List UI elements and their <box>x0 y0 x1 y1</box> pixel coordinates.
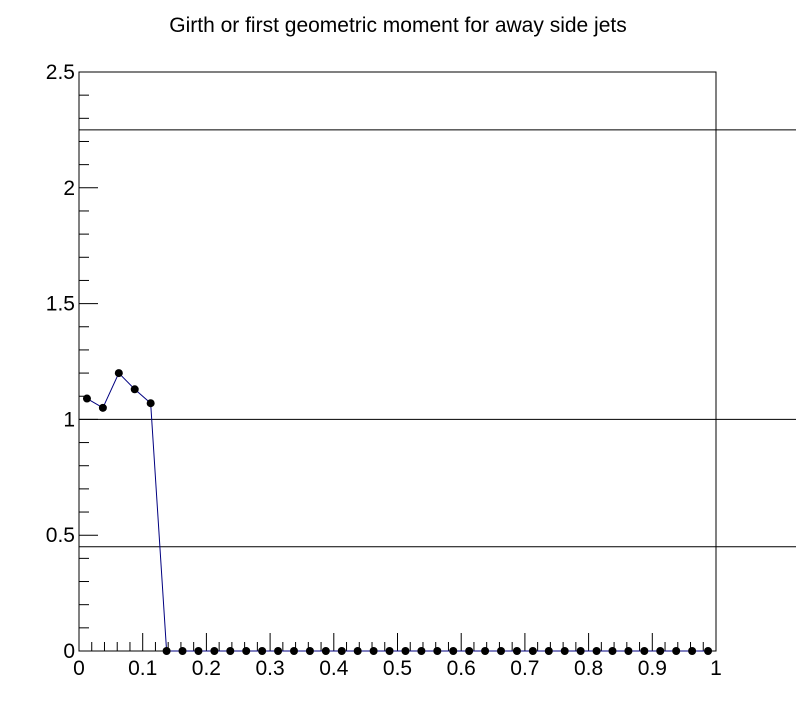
y-tick-label: 0.5 <box>46 524 75 547</box>
data-point <box>640 647 649 655</box>
y-tick-label: 0 <box>63 640 75 663</box>
data-point <box>544 647 553 655</box>
x-tick-label: 0.7 <box>510 657 539 680</box>
data-point <box>274 647 283 655</box>
series-line-0 <box>86 372 709 652</box>
x-tick-label: 0.3 <box>255 657 284 680</box>
data-point <box>162 647 171 655</box>
y-tick-label: 1.5 <box>46 293 75 316</box>
y-tick-label: 2.5 <box>46 61 75 84</box>
x-tick-label: 1 <box>710 657 722 680</box>
data-point <box>624 647 633 655</box>
x-tick-label: 0.2 <box>192 657 221 680</box>
reference-lines <box>79 129 796 548</box>
x-tick-label: 0.1 <box>128 657 157 680</box>
data-point <box>433 647 442 655</box>
data-point <box>608 647 617 655</box>
data-point <box>258 647 267 655</box>
x-tick-label: 0.4 <box>319 657 349 680</box>
data-point <box>321 647 330 655</box>
data-point <box>417 647 426 655</box>
data-point <box>465 647 474 655</box>
data-point <box>401 647 410 655</box>
y-tick-label: 1 <box>63 408 75 431</box>
x-tick-label: 0.9 <box>638 657 667 680</box>
data-point <box>497 647 506 655</box>
y-axis: 0 0.5 1 1.5 2 2.5 <box>46 61 98 663</box>
data-point <box>178 647 187 655</box>
plot-frame <box>78 71 717 652</box>
data-point <box>481 647 490 655</box>
data-point <box>210 647 219 655</box>
data-point <box>289 647 298 655</box>
data-point <box>576 647 585 655</box>
data-point <box>353 647 362 655</box>
x-tick-label: 0.8 <box>574 657 603 680</box>
data-point <box>226 647 235 655</box>
data-point <box>672 647 681 655</box>
data-point <box>704 647 713 655</box>
data-point <box>528 647 537 655</box>
x-tick-label: 0.6 <box>447 657 476 680</box>
data-point <box>369 647 378 655</box>
data-point <box>560 647 569 655</box>
data-point <box>385 647 394 655</box>
x-axis: 0 0.1 0.2 0.3 0.4 0.5 0.6 0.7 0.8 0.9 1 <box>73 633 722 680</box>
chart-title: Girth or first geometric moment for away… <box>169 14 626 37</box>
data-point <box>82 394 91 403</box>
data-point <box>688 647 697 655</box>
data-point <box>656 647 665 655</box>
data-point <box>337 647 346 655</box>
data-point <box>449 647 458 655</box>
data-point <box>194 647 203 655</box>
x-tick-label: 0.5 <box>383 657 412 680</box>
data-point <box>305 647 314 655</box>
data-point <box>98 403 107 412</box>
data-point <box>130 385 139 394</box>
y-tick-label: 2 <box>63 177 75 200</box>
x-tick-label: 0 <box>73 657 85 680</box>
data-point <box>146 399 155 408</box>
data-point <box>512 647 521 655</box>
series-layer <box>82 369 713 655</box>
data-point <box>592 647 601 655</box>
data-point <box>114 369 123 378</box>
data-point <box>242 647 251 655</box>
